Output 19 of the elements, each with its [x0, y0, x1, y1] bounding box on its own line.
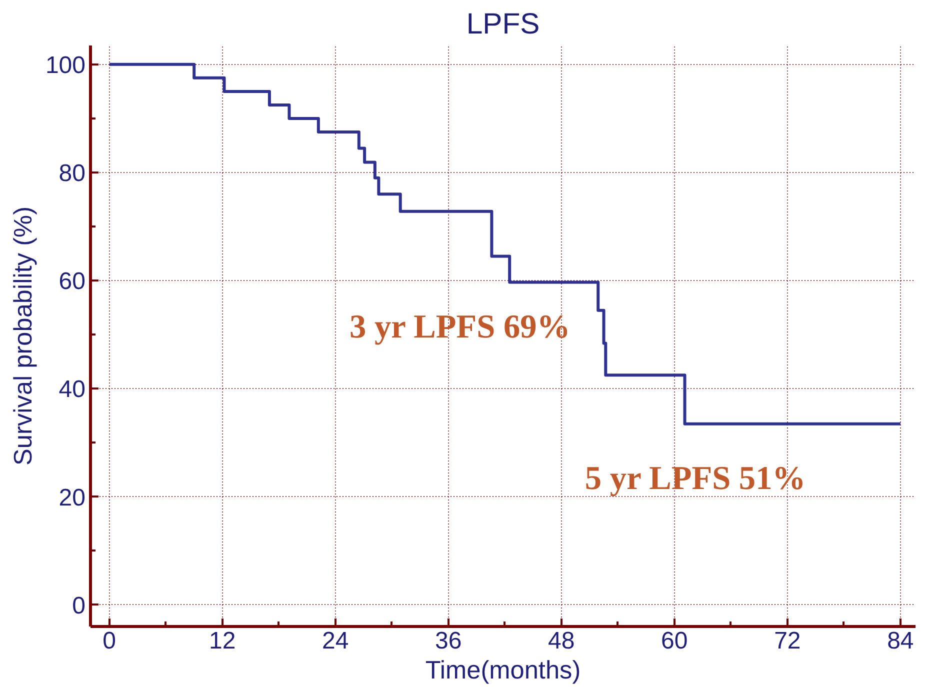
y-tick-label: 20: [58, 484, 86, 512]
x-tick-label: 24: [322, 628, 349, 654]
chart-title: LPFS: [466, 8, 540, 40]
y-tick-label: 40: [58, 376, 86, 404]
annotation: 3 yr LPFS 69%: [349, 308, 570, 346]
x-tick-label: 12: [209, 628, 236, 654]
x-tick-label: 0: [102, 628, 116, 654]
x-tick-label: 72: [774, 628, 801, 654]
x-tick-label: 48: [548, 628, 575, 654]
y-tick-label: 0: [72, 592, 86, 620]
y-axis-title: Survival probability (%): [9, 206, 38, 466]
x-axis-title: Time(months): [425, 656, 581, 684]
x-tick-label: 36: [435, 628, 462, 654]
y-tick-label: 100: [45, 52, 86, 79]
annotation: 5 yr LPFS 51%: [584, 460, 806, 497]
y-tick-label: 60: [58, 268, 86, 296]
x-tick-label: 60: [661, 628, 688, 654]
y-tick-label: 80: [58, 160, 86, 188]
x-tick-label: 84: [887, 628, 914, 654]
